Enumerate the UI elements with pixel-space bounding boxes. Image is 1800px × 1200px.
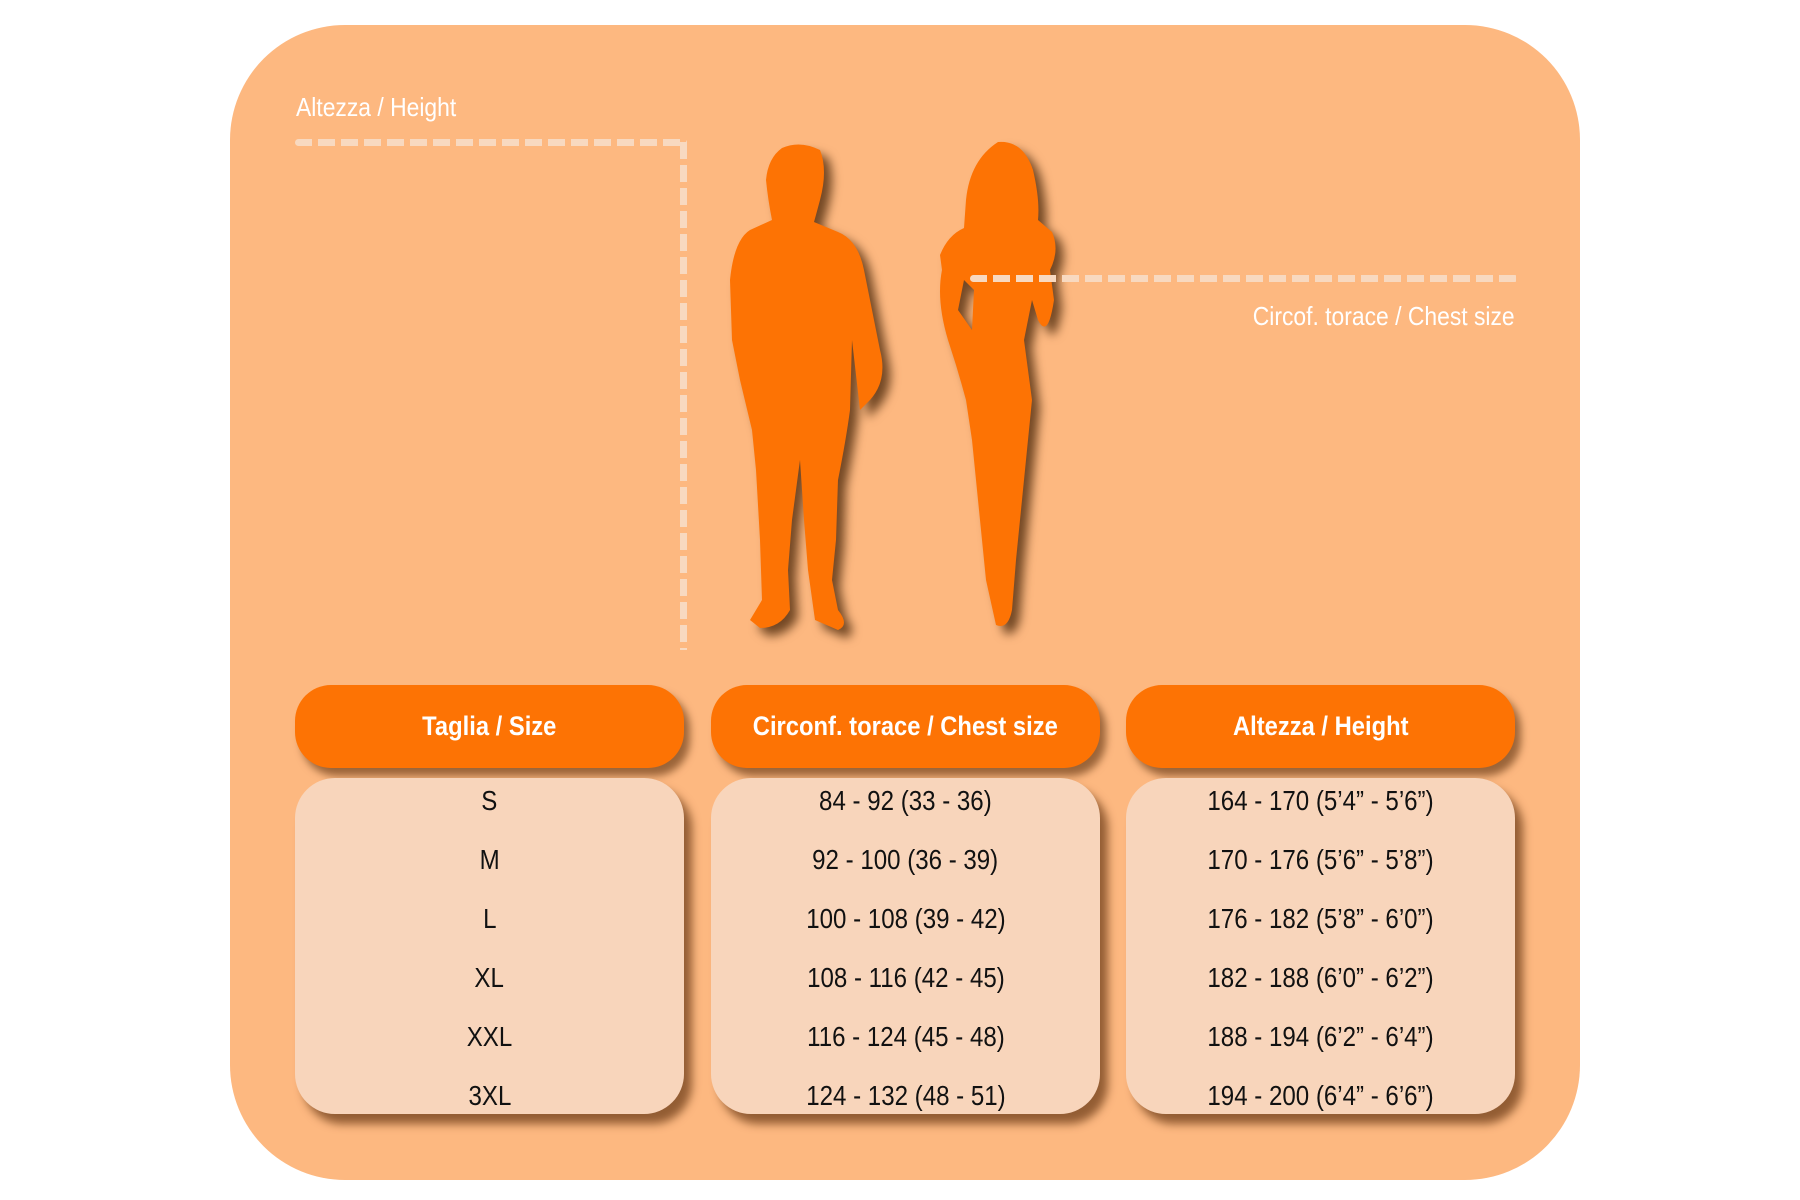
table-cell-chest: 116 - 124 (45 - 48) [711,1020,1100,1054]
cell-text: XXL [466,1021,513,1052]
table-cell-chest: 124 - 132 (48 - 51) [711,1079,1100,1113]
height-dashed-line-vertical [680,142,687,650]
table-cell-chest: 100 - 108 (39 - 42) [711,902,1100,936]
cell-text: M [479,844,500,875]
cell-text: 170 - 176 (5’6” - 5’8”) [1207,844,1434,875]
cell-text: 92 - 100 (36 - 39) [812,844,999,875]
cell-text: 188 - 194 (6’2” - 6’4”) [1207,1021,1434,1052]
chest-dashed-line [970,275,1518,282]
header-size-label: Taglia / Size [422,711,557,741]
cell-text: 182 - 188 (6’0” - 6’2”) [1207,962,1434,993]
header-height: Altezza / Height [1126,685,1515,768]
cell-text: 3XL [468,1080,511,1111]
height-column: 164 - 170 (5’4” - 5’6”) 170 - 176 (5’6” -… [1126,778,1515,1114]
chest-column: 84 - 92 (33 - 36) 92 - 100 (36 - 39) 100 -… [711,778,1100,1114]
height-label: Altezza / Height [296,92,457,122]
table-cell-chest: 92 - 100 (36 - 39) [711,843,1100,877]
table-cell-sizes: XL [295,961,684,995]
cell-text: 116 - 124 (45 - 48) [806,1021,1005,1052]
table-cell-sizes: L [295,902,684,936]
table-cell-sizes: M [295,843,684,877]
man-silhouette-icon [730,144,883,630]
table-cell-height: 164 - 170 (5’4” - 5’6”) [1126,784,1515,818]
table-cell-sizes: S [295,784,684,818]
table-cell-height: 188 - 194 (6’2” - 6’4”) [1126,1020,1515,1054]
table-cell-sizes: XXL [295,1020,684,1054]
cell-text: 194 - 200 (6’4” - 6’6”) [1207,1080,1434,1111]
size-column: S M L XL XXL 3XL [295,778,684,1114]
table-cell-height: 182 - 188 (6’0” - 6’2”) [1126,961,1515,995]
table-cell-height: 176 - 182 (5’8” - 6’0”) [1126,902,1515,936]
height-dashed-line-horizontal [295,139,687,146]
table-cell-chest: 108 - 116 (42 - 45) [711,961,1100,995]
cell-text: 124 - 132 (48 - 51) [805,1080,1006,1111]
header-height-label: Altezza / Height [1232,711,1409,741]
table-cell-chest: 84 - 92 (33 - 36) [711,784,1100,818]
cell-text: 108 - 116 (42 - 45) [806,962,1005,993]
table-cell-sizes: 3XL [295,1079,684,1113]
header-chest: Circonf. torace / Chest size [711,685,1100,768]
table-cell-height: 170 - 176 (5’6” - 5’8”) [1126,843,1515,877]
header-chest-label: Circonf. torace / Chest size [752,711,1059,741]
cell-text: 84 - 92 (33 - 36) [819,785,992,816]
table-cell-height: 194 - 200 (6’4” - 6’6”) [1126,1079,1515,1113]
cell-text: L [482,903,497,934]
woman-silhouette-icon [940,141,1056,626]
header-size: Taglia / Size [295,685,684,768]
cell-text: 176 - 182 (5’8” - 6’0”) [1207,903,1434,934]
cell-text: 164 - 170 (5’4” - 5’6”) [1207,785,1434,816]
cell-text: XL [474,962,505,993]
cell-text: S [481,785,498,816]
cell-text: 100 - 108 (39 - 42) [805,903,1006,934]
chest-label: Circof. torace / Chest size [1253,301,1515,331]
